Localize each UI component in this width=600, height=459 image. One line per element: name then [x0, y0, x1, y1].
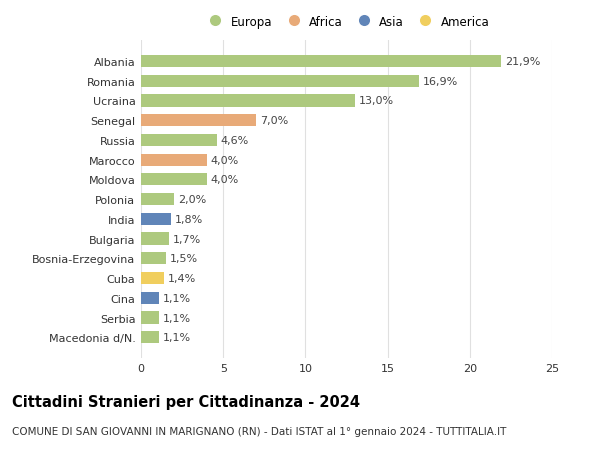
Bar [141, 154, 207, 166]
Text: 1,1%: 1,1% [163, 313, 191, 323]
Bar [141, 331, 159, 344]
Text: 4,0%: 4,0% [211, 175, 239, 185]
Text: 2,0%: 2,0% [178, 195, 206, 205]
Bar [141, 312, 159, 324]
Bar [141, 233, 169, 245]
Bar [141, 213, 170, 225]
Text: 1,5%: 1,5% [170, 254, 198, 264]
Text: 7,0%: 7,0% [260, 116, 289, 126]
Text: 16,9%: 16,9% [423, 77, 458, 86]
Bar [141, 75, 419, 88]
Bar [141, 56, 501, 68]
Bar [141, 115, 256, 127]
Text: 1,1%: 1,1% [163, 293, 191, 303]
Bar [141, 194, 174, 206]
Text: 21,9%: 21,9% [505, 57, 541, 67]
Bar [141, 272, 164, 285]
Text: 1,1%: 1,1% [163, 332, 191, 342]
Text: 4,6%: 4,6% [221, 135, 249, 146]
Text: Cittadini Stranieri per Cittadinanza - 2024: Cittadini Stranieri per Cittadinanza - 2… [12, 394, 360, 409]
Legend: Europa, Africa, Asia, America: Europa, Africa, Asia, America [203, 16, 490, 28]
Text: 1,4%: 1,4% [168, 274, 196, 283]
Text: 1,8%: 1,8% [175, 214, 203, 224]
Text: 1,7%: 1,7% [173, 234, 202, 244]
Text: COMUNE DI SAN GIOVANNI IN MARIGNANO (RN) - Dati ISTAT al 1° gennaio 2024 - TUTTI: COMUNE DI SAN GIOVANNI IN MARIGNANO (RN)… [12, 426, 506, 436]
Bar [141, 292, 159, 304]
Text: 4,0%: 4,0% [211, 155, 239, 165]
Bar [141, 134, 217, 147]
Bar [141, 95, 355, 107]
Bar [141, 174, 207, 186]
Text: 13,0%: 13,0% [359, 96, 394, 106]
Bar [141, 252, 166, 265]
